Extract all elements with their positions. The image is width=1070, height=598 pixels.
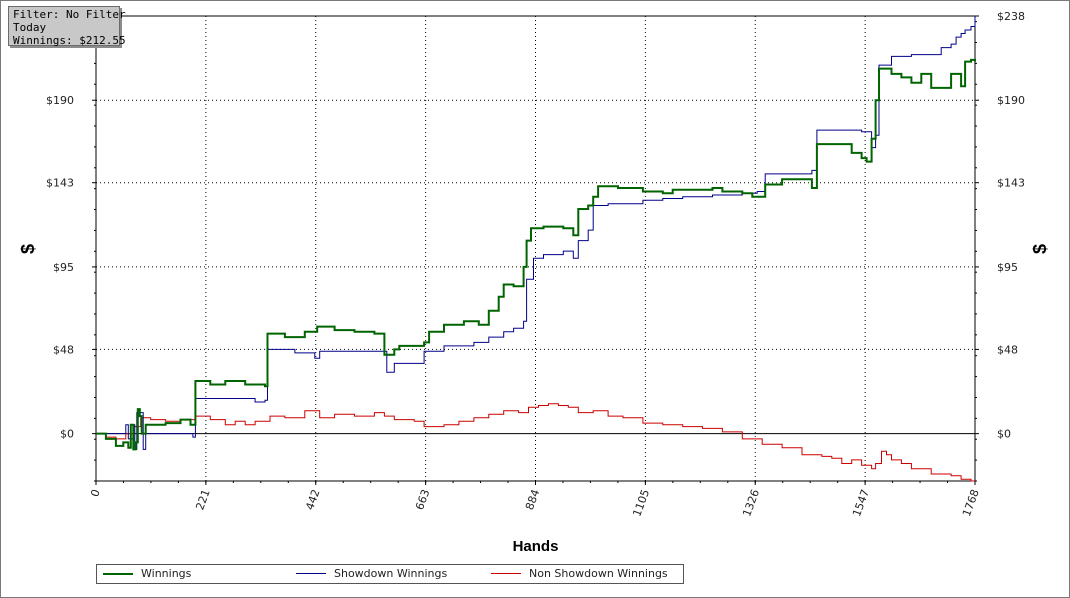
period-label: Today: [13, 21, 47, 34]
x-tick-label: 1105: [630, 488, 652, 519]
legend-swatch-winnings: [103, 573, 133, 575]
winnings-total-label: Winnings: $212.55: [13, 34, 126, 47]
x-tick-label: 663: [413, 488, 432, 512]
legend-label-showdown: Showdown Winnings: [334, 567, 448, 580]
y-axis-label-right: $: [1030, 244, 1050, 254]
y-tick-label-right: $48: [997, 343, 1018, 356]
legend-swatch-non-showdown: [491, 573, 521, 574]
x-tick-label: 1768: [960, 488, 982, 519]
x-axis-label: Hands: [513, 538, 559, 555]
y-tick-label-left: $0: [60, 428, 74, 441]
legend-label-non-showdown: Non Showdown Winnings: [529, 567, 668, 580]
y-tick-label-left: $190: [46, 94, 74, 107]
y-tick-label-right: $0: [997, 428, 1011, 441]
x-tick-label: 0: [88, 488, 103, 499]
chart-legend: Winnings Showdown Winnings Non Showdown …: [96, 564, 684, 584]
x-tick-label: 1547: [850, 488, 872, 519]
series-line-non-showdown: [96, 403, 975, 482]
x-tick-label: 221: [193, 488, 212, 512]
y-tick-label-left: $95: [53, 261, 74, 274]
y-tick-label-left: $143: [46, 177, 74, 190]
y-tick-label-right: $143: [997, 177, 1025, 190]
legend-label-winnings: Winnings: [141, 567, 192, 580]
x-tick-label: 884: [523, 488, 542, 512]
y-tick-label-right: $95: [997, 261, 1018, 274]
y-tick-label-right: $190: [997, 94, 1025, 107]
x-tick-label: 442: [303, 488, 322, 512]
filter-info-box: Filter: No Filter Today Winnings: $212.5…: [8, 6, 126, 47]
series-line-showdown: [96, 16, 976, 450]
series-line-winnings: [96, 58, 976, 451]
x-tick-label: 1326: [740, 488, 762, 519]
y-tick-label-left: $48: [53, 343, 74, 356]
y-tick-label-right: $238: [997, 10, 1025, 23]
legend-swatch-showdown: [296, 573, 326, 574]
y-axis-label-left: $: [18, 244, 38, 254]
filter-label: Filter: No Filter: [13, 8, 126, 21]
